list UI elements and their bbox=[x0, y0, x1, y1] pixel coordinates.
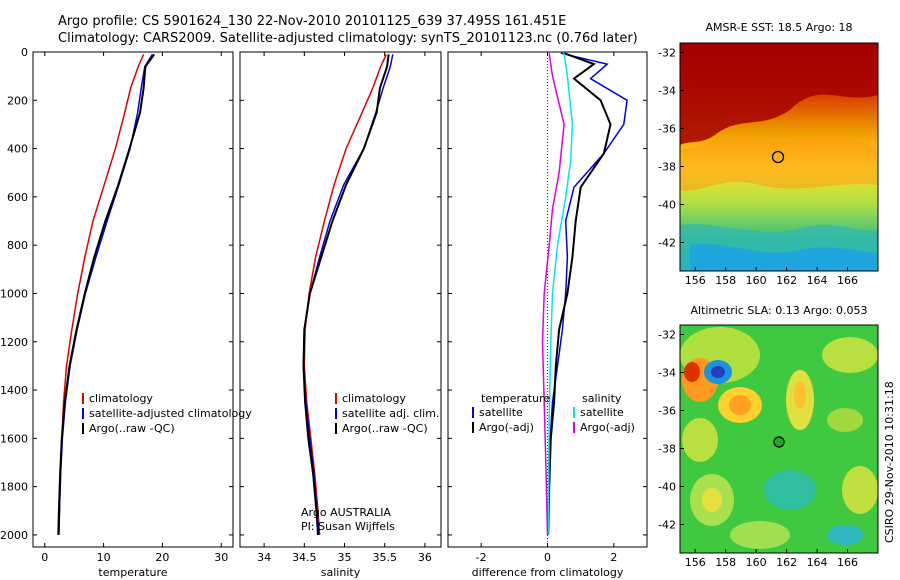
lon-tick-label: 160 bbox=[746, 274, 767, 287]
x-axis-label: temperature bbox=[98, 566, 167, 579]
y-tick-label: 800 bbox=[7, 239, 28, 252]
lon-tick-label: 164 bbox=[807, 556, 828, 569]
legend-label: satellite bbox=[479, 406, 523, 419]
legend-label: satellite-adjusted climatology bbox=[89, 407, 252, 420]
lat-tick-label: -38 bbox=[658, 443, 676, 456]
x-tick-label: 20 bbox=[155, 551, 169, 564]
lat-tick-label: -36 bbox=[658, 405, 676, 418]
y-tick-label: 1400 bbox=[0, 384, 28, 397]
y-tick-label: 1800 bbox=[0, 481, 28, 494]
temperature-panel: 0 10 20 30 temperature 0 200 400 600 800 1000 1200 1… bbox=[0, 46, 252, 579]
axes-frame bbox=[239, 51, 442, 548]
series-line bbox=[57, 53, 156, 535]
legend-label: satellite adj. clim. bbox=[342, 407, 439, 420]
series-line bbox=[58, 54, 145, 535]
lon-tick-label: 156 bbox=[685, 556, 706, 569]
legend-title: salinity bbox=[582, 392, 622, 405]
x-axis-label: difference from climatology bbox=[472, 566, 624, 579]
lon-tick-label: 158 bbox=[715, 556, 736, 569]
annotation-text: Argo AUSTRALIA bbox=[301, 506, 391, 519]
series-line bbox=[541, 53, 565, 535]
legend-label: Argo(..raw -QC) bbox=[342, 422, 428, 435]
x-tick-label: 35.5 bbox=[372, 551, 397, 564]
legend-label: Argo(..raw -QC) bbox=[89, 422, 175, 435]
series-line bbox=[302, 54, 394, 535]
lon-tick-label: 166 bbox=[837, 274, 858, 287]
x-tick-label: 34 bbox=[257, 551, 271, 564]
y-tick-label: 2000 bbox=[0, 529, 28, 542]
y-tick-label: 1600 bbox=[0, 432, 28, 445]
sst-map: AMSR-E SST: 18.5 Argo: 18 156 158 160 162 16… bbox=[658, 21, 879, 288]
lon-tick-label: 166 bbox=[837, 556, 858, 569]
sst-map-title: AMSR-E SST: 18.5 Argo: 18 bbox=[705, 21, 852, 34]
timestamp-label: CSIRO 29-Nov-2010 10:31:18 bbox=[883, 381, 896, 543]
legend-label: Argo(-adj) bbox=[580, 421, 635, 434]
lon-tick-label: 164 bbox=[807, 274, 828, 287]
header-line-2: Climatology: CARS2009. Satellite-adjuste… bbox=[58, 31, 638, 46]
header-line-1: Argo profile: CS 5901624_130 22-Nov-2010… bbox=[58, 14, 566, 29]
series-line bbox=[547, 52, 612, 535]
salinity-panel: 34 34.5 35 35.5 36 salinity climatology satelli… bbox=[239, 51, 442, 579]
lat-tick-label: -34 bbox=[658, 85, 676, 98]
lat-tick-label: -42 bbox=[658, 237, 676, 250]
lat-tick-label: -36 bbox=[658, 123, 676, 136]
series-line bbox=[302, 54, 390, 535]
lat-tick-label: -40 bbox=[658, 481, 676, 494]
x-tick-label: 10 bbox=[97, 551, 111, 564]
x-tick-label: 30 bbox=[214, 551, 228, 564]
lat-tick-label: -38 bbox=[658, 161, 676, 174]
difference-panel: -2 0 2 difference from climatology temperatu… bbox=[447, 51, 648, 579]
axes-frame bbox=[32, 51, 234, 548]
lon-tick-label: 162 bbox=[776, 556, 797, 569]
series-line bbox=[547, 52, 628, 535]
legend-label: climatology bbox=[89, 392, 153, 405]
argo-position-marker bbox=[771, 150, 785, 164]
series-line bbox=[303, 54, 387, 535]
sla-map: Altimetric SLA: 0.13 Argo: 0.053 156 158 1… bbox=[658, 304, 879, 570]
y-tick-label: 600 bbox=[7, 191, 28, 204]
lat-tick-label: -32 bbox=[658, 47, 676, 60]
sla-map-title: Altimetric SLA: 0.13 Argo: 0.053 bbox=[690, 304, 867, 317]
y-tick-label: 1200 bbox=[0, 336, 28, 349]
x-tick-label: 35 bbox=[338, 551, 352, 564]
series-line bbox=[547, 53, 574, 535]
x-tick-label: 34.5 bbox=[292, 551, 317, 564]
legend-label: Argo(-adj) bbox=[479, 421, 534, 434]
x-tick-label: 36 bbox=[418, 551, 432, 564]
lat-tick-label: -42 bbox=[658, 519, 676, 532]
lat-tick-label: -34 bbox=[658, 367, 676, 380]
lat-tick-label: -40 bbox=[658, 199, 676, 212]
sst-map-field bbox=[680, 43, 878, 271]
x-tick-label: 0 bbox=[41, 551, 48, 564]
sla-map-ticks: 156 158 160 162 164 166 -32 -34 -36 -38 -40 -42 bbox=[658, 329, 858, 570]
legend-label: climatology bbox=[342, 392, 406, 405]
legend-title: temperature bbox=[481, 392, 550, 405]
x-tick-label: -2 bbox=[476, 551, 487, 564]
lon-tick-label: 162 bbox=[776, 274, 797, 287]
y-tick-label: 400 bbox=[7, 143, 28, 156]
sst-map-ticks: 156 158 160 162 164 166 -32 -34 -36 -38 -40 -42 bbox=[658, 47, 858, 288]
x-tick-label: 2 bbox=[610, 551, 617, 564]
legend-label: satellite bbox=[580, 406, 624, 419]
y-tick-label: 200 bbox=[7, 94, 28, 107]
y-tick-label: 1000 bbox=[0, 287, 28, 300]
series-line bbox=[58, 54, 154, 535]
x-tick-label: 0 bbox=[544, 551, 551, 564]
y-tick-label: 0 bbox=[21, 46, 28, 59]
x-axis-label: salinity bbox=[321, 566, 361, 579]
annotation-text: PI: Susan Wijffels bbox=[301, 520, 395, 533]
lon-tick-label: 156 bbox=[685, 274, 706, 287]
lat-tick-label: -32 bbox=[658, 329, 676, 342]
lon-tick-label: 158 bbox=[715, 274, 736, 287]
argo-position-marker bbox=[773, 436, 785, 448]
lon-tick-label: 160 bbox=[746, 556, 767, 569]
